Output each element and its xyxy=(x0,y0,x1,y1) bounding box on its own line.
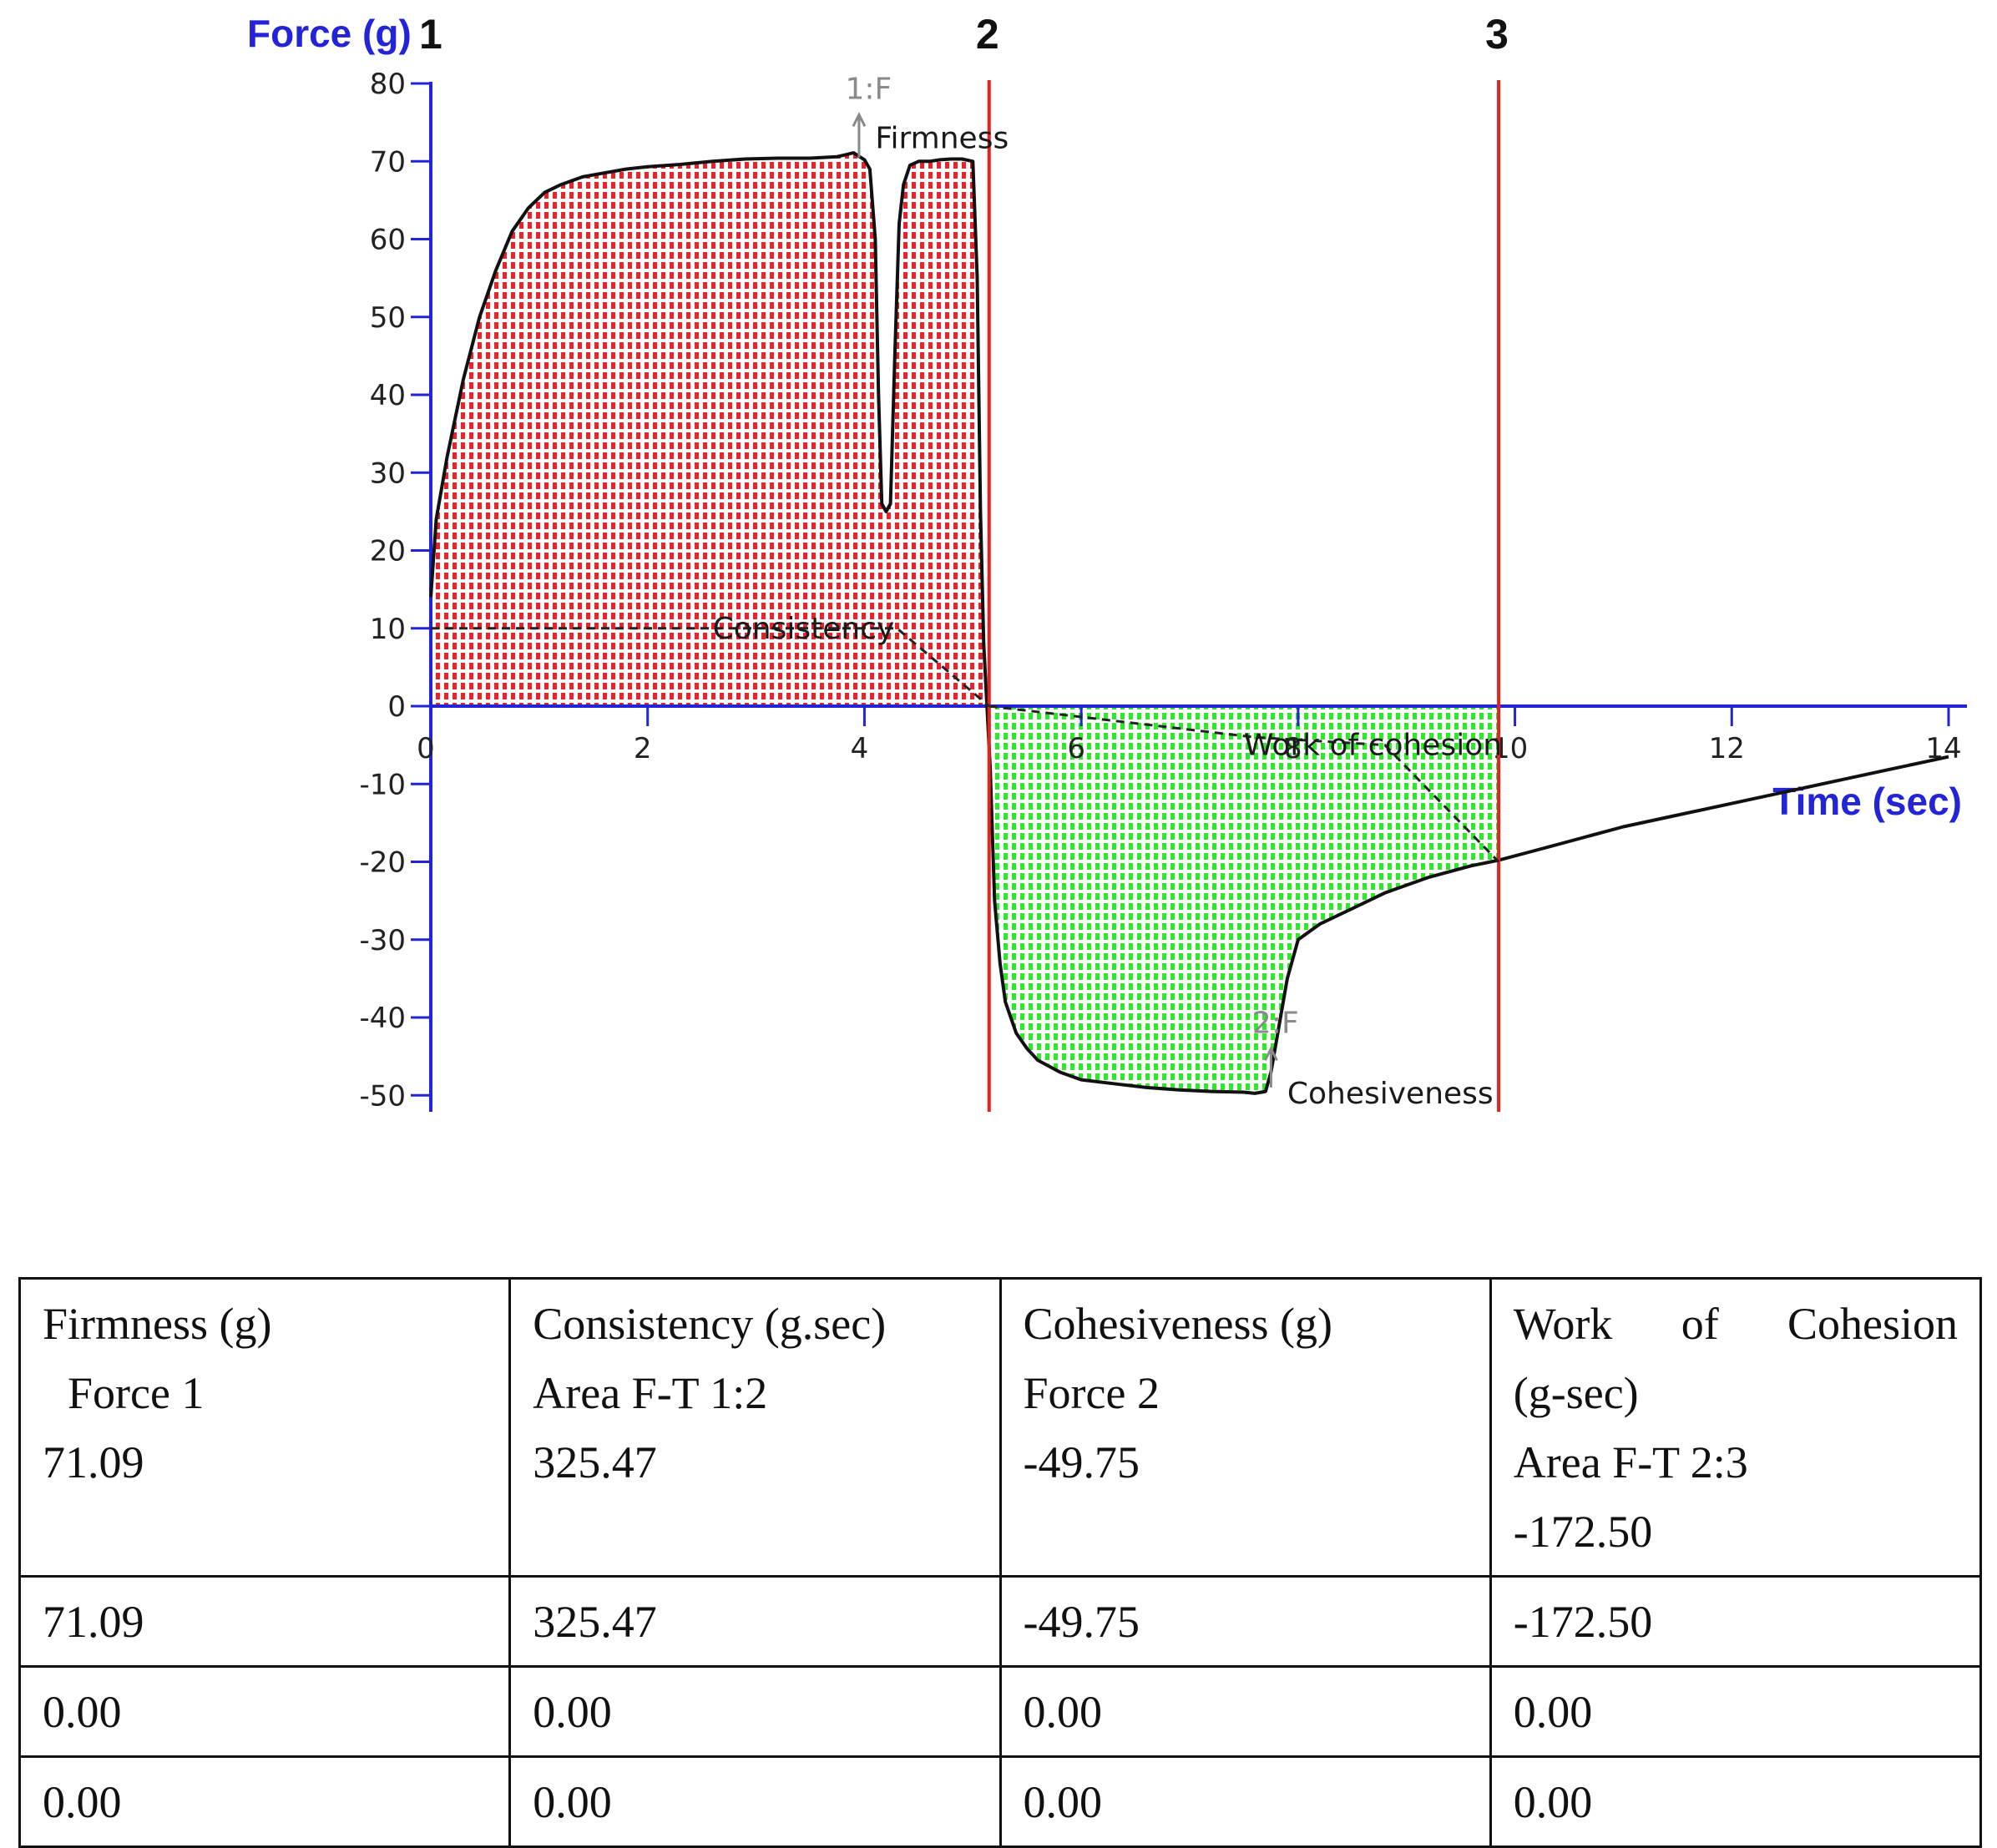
y-tick-label: 10 xyxy=(370,613,406,646)
header-work-unit: (g-sec) xyxy=(1513,1368,1639,1418)
table-row: 0.00 0.00 0.00 0.00 xyxy=(18,1755,1983,1848)
marker-label: 3 xyxy=(1485,11,1509,58)
consistency-guide-line xyxy=(431,627,990,708)
x-tick-label: 4 xyxy=(851,732,869,765)
work-of-cohesion-guide-line xyxy=(988,704,1500,863)
y-tick-label: -10 xyxy=(359,768,406,801)
y-tick-label: 30 xyxy=(370,457,406,490)
table-cell: 0.00 xyxy=(1489,1755,1983,1848)
force-curve xyxy=(429,151,1949,1095)
table-cell: 0.00 xyxy=(998,1755,1492,1848)
cohesiveness-annotation: Cohesiveness xyxy=(1287,1077,1494,1111)
header-consistency-sub: Area F-T 1:2 xyxy=(533,1368,768,1418)
table-cell: 0.00 xyxy=(18,1665,512,1758)
header-work-value: -172.50 xyxy=(1513,1507,1653,1557)
y-tick-label: 40 xyxy=(370,379,406,412)
header-cell-consistency: Consistency (g.sec) Area F-T 1:2 325.47 xyxy=(508,1277,1002,1578)
table-cell: 0.00 xyxy=(508,1665,1002,1758)
results-table: Firmness (g) Force 1 71.09 Consistency (… xyxy=(18,1277,1983,1848)
y-tick-label: 0 xyxy=(387,690,406,724)
fill-layer xyxy=(431,153,1499,1093)
table-cell: 0.00 xyxy=(18,1755,512,1848)
table-cell: 0.00 xyxy=(508,1755,1002,1848)
header-cell-firmness: Firmness (g) Force 1 71.09 xyxy=(18,1277,512,1578)
table-cell: 0.00 xyxy=(998,1665,1492,1758)
firmness-arrow-icon xyxy=(852,111,867,158)
header-cell-cohesiveness: Cohesiveness (g) Force 2 -49.75 xyxy=(998,1277,1492,1578)
header-firmness-sub: Force 1 xyxy=(68,1368,205,1418)
x-tick-label: 12 xyxy=(1709,732,1745,765)
y-tick-label: 70 xyxy=(370,145,406,179)
header-consistency-value: 325.47 xyxy=(533,1437,657,1487)
x-tick-label: 0 xyxy=(417,732,435,765)
header-work-word-3: Cohesion xyxy=(1787,1299,1958,1349)
header-cohesiveness-value: -49.75 xyxy=(1023,1437,1140,1487)
header-work-sub: Area F-T 2:3 xyxy=(1513,1437,1748,1487)
firmness-annotation: Firmness xyxy=(875,121,1009,155)
table-cell: -172.50 xyxy=(1489,1575,1983,1668)
header-firmness-value: 71.09 xyxy=(43,1437,144,1487)
x-tick-label: 6 xyxy=(1067,732,1085,765)
positive-area-fill xyxy=(431,153,989,748)
cohesiveness-arrow-icon xyxy=(1264,1045,1278,1088)
header-cohesiveness-sub: Force 2 xyxy=(1023,1368,1160,1418)
table-row: 71.09 325.47 -49.75 -172.50 xyxy=(18,1575,1983,1668)
y-tick-label: -20 xyxy=(359,846,406,880)
marker-label: 2 xyxy=(976,11,999,58)
x-axis-title: Time (sec) xyxy=(1772,780,1962,823)
firmness-marker-tag: 1:F xyxy=(845,73,892,107)
work-of-cohesion-annotation: Work of cohesion xyxy=(1244,729,1502,763)
header-work-word-2: of xyxy=(1681,1299,1719,1349)
y-tick-label: 50 xyxy=(370,301,406,335)
y-tick-label: -40 xyxy=(359,1002,406,1035)
header-consistency-label: Consistency (g.sec) xyxy=(533,1299,887,1349)
cohesiveness-marker-tag: 2:F xyxy=(1252,1007,1299,1041)
table-cell: 0.00 xyxy=(1489,1665,1983,1758)
y-tick-label: -30 xyxy=(359,924,406,957)
negative-area-fill xyxy=(988,706,1499,1093)
marker-label: 1 xyxy=(419,11,442,58)
y-tick-label: 80 xyxy=(370,68,406,101)
table-cell: 325.47 xyxy=(508,1575,1002,1668)
header-work-label: Work of Cohesion xyxy=(1514,1290,1958,1359)
annotation-layer: 1:F Firmness Consistency Work of cohesion 2:… xyxy=(431,73,1502,1111)
header-cell-work-of-cohesion: Work of Cohesion (g-sec) Area F-T 2:3 -1… xyxy=(1489,1277,1983,1578)
y-tick-label: 20 xyxy=(370,535,406,568)
x-tick-label: 2 xyxy=(634,732,652,765)
y-axis-title: Force (g) xyxy=(247,12,412,55)
header-work-word-1: Work xyxy=(1513,1299,1613,1349)
table-cell: -49.75 xyxy=(998,1575,1492,1668)
table-row: 0.00 0.00 0.00 0.00 xyxy=(18,1665,1983,1758)
header-cohesiveness-label: Cohesiveness (g) xyxy=(1023,1299,1332,1349)
marker-layer: 1 2 3 xyxy=(419,11,1509,1112)
y-tick-label: 60 xyxy=(370,224,406,257)
table-header-row: Firmness (g) Force 1 71.09 Consistency (… xyxy=(18,1277,1983,1578)
consistency-annotation: Consistency xyxy=(713,612,895,646)
y-tick-label: -50 xyxy=(359,1079,406,1113)
table-cell: 71.09 xyxy=(18,1575,512,1668)
curve-layer xyxy=(429,151,1949,1095)
header-firmness-label: Firmness (g) xyxy=(43,1299,272,1349)
